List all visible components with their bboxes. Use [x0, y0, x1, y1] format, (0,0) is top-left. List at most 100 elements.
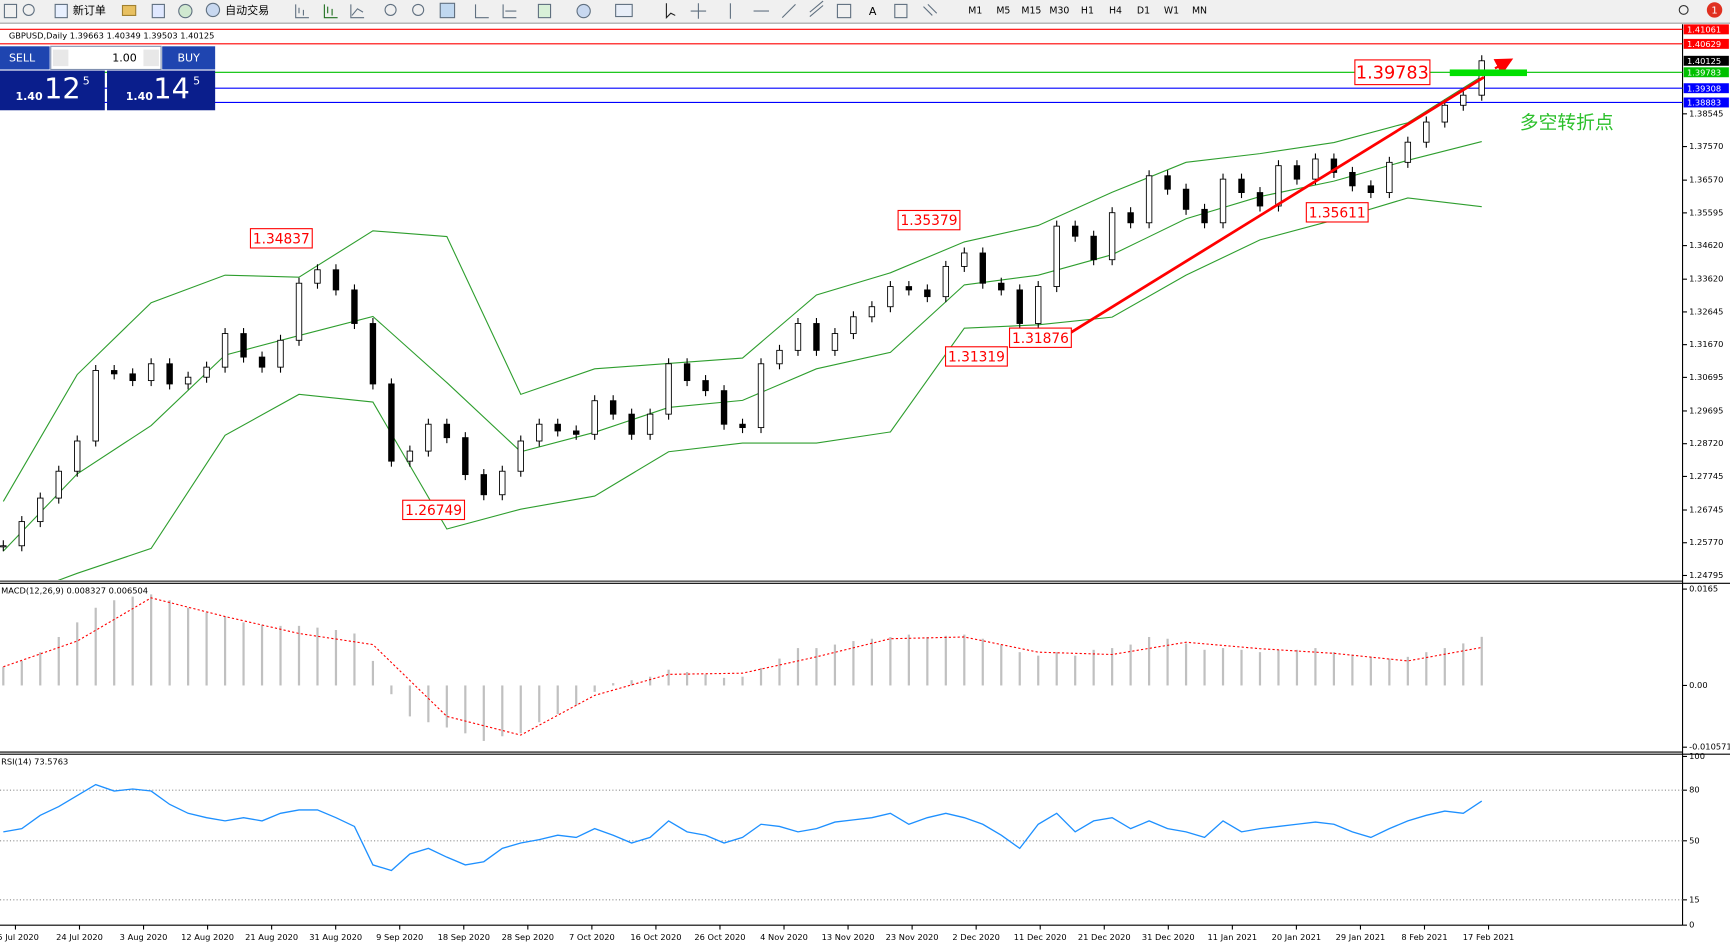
candle — [554, 423, 561, 432]
timeframe-button[interactable]: M1 — [968, 6, 982, 17]
y-tick-label: 80 — [1689, 785, 1700, 795]
toolbar-icons: A — [3, 0, 1689, 19]
icon[interactable] — [350, 4, 365, 19]
candle — [37, 497, 44, 523]
sell-button[interactable] — [0, 46, 50, 70]
annotation-label: 1.26749 — [405, 503, 462, 519]
candle — [979, 252, 986, 284]
icon[interactable] — [576, 3, 591, 19]
timeframe-button[interactable]: H4 — [1109, 6, 1122, 17]
candle — [1145, 175, 1153, 224]
annotation-label: 1.31319 — [948, 350, 1005, 366]
candle — [665, 363, 672, 415]
buy-button[interactable] — [162, 46, 216, 70]
timeframe-button[interactable]: W1 — [1164, 6, 1179, 17]
icon[interactable] — [781, 4, 796, 19]
symbol: GBPUSD,Daily — [9, 30, 67, 40]
icon[interactable] — [384, 3, 397, 16]
y-tick-label: 1.29695 — [1689, 405, 1723, 415]
icon[interactable] — [3, 3, 18, 19]
macd-title: MACD(12,26,9) 0.008327 0.006504 — [1, 586, 148, 596]
sell-price-box[interactable] — [0, 70, 105, 111]
icon[interactable] — [295, 4, 309, 19]
price-level-label: 1.39308 — [1687, 83, 1721, 93]
candle — [332, 269, 340, 291]
auto-trading-button[interactable]: 自动交易 — [225, 3, 269, 17]
candle — [1256, 192, 1264, 207]
x-tick-label: 4 Nov 2020 — [760, 932, 808, 942]
icon[interactable] — [894, 3, 908, 19]
icon[interactable] — [809, 0, 824, 17]
volume-up[interactable] — [143, 49, 159, 67]
search-icon[interactable] — [1678, 4, 1689, 15]
y-tick-label: 15 — [1689, 894, 1700, 904]
icon[interactable]: A — [869, 5, 877, 18]
icon[interactable] — [474, 4, 489, 19]
timeframe-button[interactable]: M15 — [1021, 6, 1041, 17]
trend-line — [1063, 76, 1485, 338]
icon[interactable] — [836, 3, 852, 19]
sell-label[interactable]: SELL — [9, 51, 36, 64]
y-tick-label: 1.28720 — [1689, 438, 1723, 448]
icon[interactable] — [178, 3, 193, 19]
y-tick-label: 1.37570 — [1689, 141, 1723, 151]
y-tick-label: 0 — [1689, 920, 1694, 930]
timeframe-button[interactable]: D1 — [1137, 6, 1150, 17]
icon[interactable] — [537, 3, 552, 19]
candle — [1441, 104, 1448, 123]
icon[interactable] — [54, 3, 68, 19]
price-level-label: 1.38883 — [1687, 98, 1721, 108]
buy-label[interactable]: BUY — [177, 51, 200, 64]
close: 1.40125 — [180, 30, 214, 40]
timeframe-button[interactable]: M5 — [996, 6, 1010, 17]
timeframe-button[interactable]: MN — [1192, 6, 1207, 17]
volume-value[interactable]: 1.00 — [112, 51, 137, 64]
volume-input[interactable] — [50, 45, 162, 71]
icon[interactable] — [22, 3, 35, 16]
timeframe-button[interactable]: M30 — [1049, 6, 1069, 17]
icon[interactable] — [615, 3, 633, 18]
candle — [1293, 165, 1301, 180]
annotation-label: 1.31876 — [1012, 331, 1069, 347]
candle — [794, 323, 802, 351]
volume-down[interactable] — [52, 49, 69, 67]
candle — [646, 413, 654, 435]
timeframe-bar: M1 M5 M15 M30 H1 H4 D1 W1 MN — [968, 6, 1207, 17]
icon[interactable] — [205, 2, 221, 18]
chart-area — [0, 24, 1730, 945]
candle — [1312, 158, 1319, 180]
icon[interactable] — [151, 3, 165, 19]
candle — [74, 440, 81, 472]
icon[interactable] — [923, 4, 938, 16]
new-order-button[interactable]: 新订单 — [73, 3, 106, 17]
annotation-box — [1305, 202, 1369, 223]
candle — [1275, 165, 1282, 207]
annotation-box — [944, 346, 1008, 367]
y-tick-label: 1.34620 — [1689, 240, 1723, 250]
buy-price-box[interactable] — [107, 70, 216, 111]
bollinger-upper — [2, 75, 1483, 502]
rsi-line — [3, 783, 1483, 872]
annotation-box — [897, 209, 961, 231]
y-tick-label: 1.36570 — [1689, 175, 1723, 185]
toolbar — [0, 0, 1730, 24]
icon[interactable] — [665, 3, 676, 19]
x-tick-label: 11 Dec 2020 — [1014, 932, 1067, 942]
candle — [868, 306, 876, 318]
icon[interactable] — [690, 3, 707, 19]
candle — [203, 366, 210, 378]
candle — [1404, 141, 1412, 163]
y-tick-label: 100 — [1689, 751, 1705, 761]
icon[interactable] — [439, 2, 456, 19]
icon[interactable] — [323, 4, 338, 19]
icon[interactable] — [412, 3, 425, 16]
candle — [129, 373, 136, 382]
timeframe-button[interactable]: H1 — [1081, 6, 1094, 17]
icon[interactable] — [502, 4, 517, 19]
candle — [776, 349, 783, 365]
icon[interactable] — [121, 4, 137, 16]
alert-badge[interactable] — [1706, 2, 1723, 18]
macd-signal — [3, 597, 1482, 736]
x-tick-label: 29 Jan 2021 — [1336, 932, 1386, 942]
candle — [480, 474, 488, 496]
